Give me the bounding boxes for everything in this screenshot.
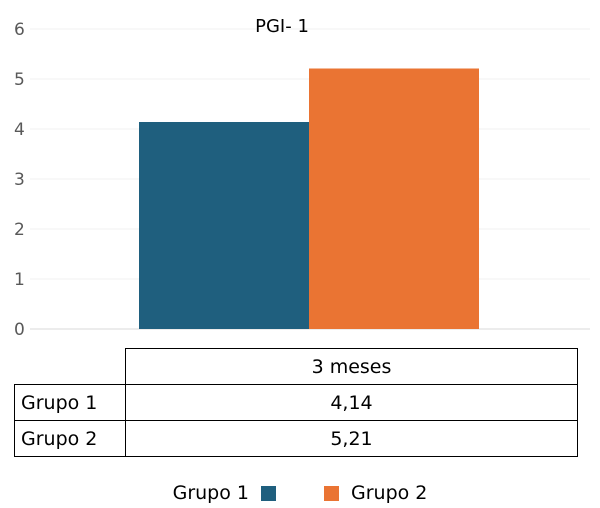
y-tick-label: 1 bbox=[14, 270, 25, 290]
y-tick-label: 2 bbox=[14, 220, 25, 240]
legend-entry-grupo-2: Grupo 2 bbox=[324, 482, 427, 504]
y-tick-label: 0 bbox=[14, 320, 25, 340]
y-tick-label: 5 bbox=[14, 70, 25, 90]
legend-entry-grupo-1: Grupo 1 bbox=[173, 482, 276, 504]
table-category-header: 3 meses bbox=[125, 348, 578, 385]
y-tick-label: 3 bbox=[14, 170, 25, 190]
legend-swatch bbox=[261, 485, 276, 501]
legend-label: Grupo 1 bbox=[172, 482, 249, 504]
chart-title: PGI- 1 bbox=[255, 16, 309, 37]
bar-grupo-2 bbox=[309, 68, 479, 329]
legend-swatch bbox=[324, 485, 339, 501]
table-series-name: Grupo 1 bbox=[14, 384, 126, 421]
table-row: Grupo 1 4,14 bbox=[14, 384, 578, 421]
table-series-name: Grupo 2 bbox=[14, 420, 126, 457]
bar-chart: 0 1 2 3 4 5 6 PGI- 1 bbox=[14, 16, 590, 340]
y-tick-label: 6 bbox=[14, 20, 25, 40]
bar-grupo-1 bbox=[139, 122, 309, 329]
legend: Grupo 1 Grupo 2 bbox=[0, 482, 600, 504]
y-axis-ticks: 0 1 2 3 4 5 6 bbox=[14, 20, 25, 340]
bars bbox=[139, 68, 479, 329]
table-value: 4,14 bbox=[125, 384, 578, 421]
table-row: Grupo 2 5,21 bbox=[14, 420, 578, 457]
table-header-row: 3 meses bbox=[14, 348, 578, 385]
data-table: 3 meses Grupo 1 4,14 Grupo 2 5,21 bbox=[14, 348, 578, 457]
legend-label: Grupo 2 bbox=[351, 482, 428, 504]
y-tick-label: 4 bbox=[14, 120, 25, 140]
table-value: 5,21 bbox=[125, 420, 578, 457]
table-corner-cell bbox=[14, 348, 126, 385]
